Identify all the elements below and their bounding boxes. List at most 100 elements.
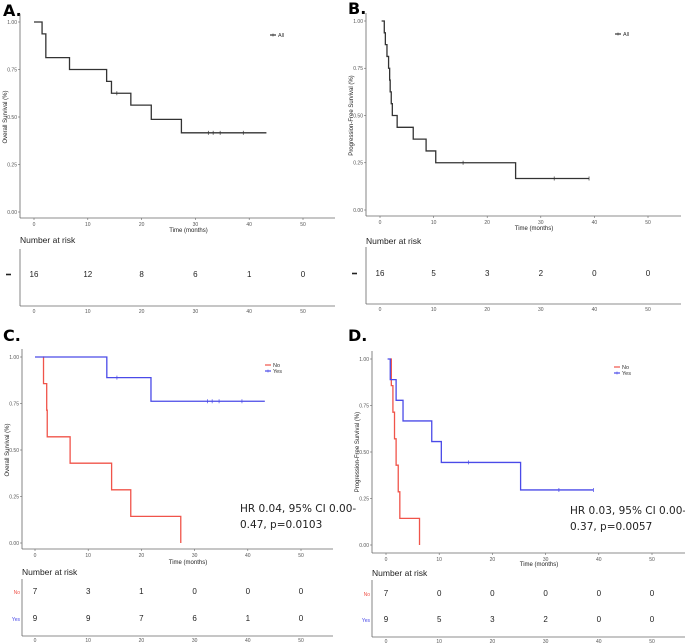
- x-axis-label: Time (months): [169, 228, 207, 234]
- risk-table-time-tick: 30: [192, 638, 198, 644]
- risk-count: 2: [539, 269, 544, 278]
- y-tick-label: 0.50: [353, 113, 363, 119]
- y-tick-label: 0.00: [9, 541, 19, 547]
- panel-label: B.: [348, 0, 366, 18]
- x-tick-label: 30: [192, 553, 198, 559]
- km-curve-yes: [387, 358, 594, 491]
- y-axis-label: Overall Survival (%): [5, 423, 11, 476]
- risk-count: 0: [650, 589, 655, 598]
- risk-count: 0: [301, 270, 306, 279]
- risk-table-time-tick: 0: [379, 307, 382, 313]
- risk-table-time-tick: 20: [484, 307, 490, 313]
- x-tick-label: 10: [431, 220, 437, 226]
- hazard-ratio-annotation: 0.47, p=0.0103: [240, 519, 322, 531]
- risk-count: 9: [86, 614, 91, 623]
- x-axis-label: Time (months): [515, 226, 553, 232]
- x-tick-label: 40: [592, 220, 598, 226]
- x-tick-label: 10: [85, 553, 91, 559]
- risk-count: 3: [485, 269, 490, 278]
- risk-count: 0: [543, 589, 548, 598]
- y-tick-label: 1.00: [9, 355, 19, 361]
- risk-count: 8: [139, 270, 144, 279]
- legend-label: All: [278, 33, 284, 39]
- x-tick-label: 30: [538, 220, 544, 226]
- km-curve-no: [42, 356, 182, 543]
- risk-count: 0: [592, 269, 597, 278]
- risk-table-time-tick: 30: [538, 307, 544, 313]
- y-axis-label: Progression-Free Survival (%): [355, 412, 361, 492]
- y-tick-label: 0.25: [9, 494, 19, 500]
- y-tick-label: 0.00: [353, 208, 363, 214]
- x-tick-label: 30: [543, 557, 549, 563]
- y-tick-label: 1.00: [7, 20, 17, 26]
- risk-count: 5: [431, 269, 436, 278]
- risk-count: 6: [192, 614, 197, 623]
- x-tick-label: 0: [34, 553, 37, 559]
- risk-count: 12: [83, 270, 92, 279]
- y-axis-label: Overall Survival (%): [3, 90, 9, 143]
- x-tick-label: 0: [385, 557, 388, 563]
- y-tick-label: 0.25: [7, 162, 17, 168]
- y-tick-label: 0.75: [7, 67, 17, 73]
- risk-table-time-tick: 40: [246, 309, 252, 315]
- risk-table-time-tick: 10: [85, 638, 91, 644]
- y-tick-label: 0.50: [359, 450, 369, 456]
- y-tick-label: 0.00: [359, 543, 369, 549]
- risk-count: 3: [490, 615, 495, 624]
- risk-count: 6: [193, 270, 198, 279]
- risk-count: 0: [597, 589, 602, 598]
- x-tick-label: 20: [139, 222, 145, 228]
- risk-count: 1: [139, 587, 144, 596]
- risk-count: 16: [376, 269, 385, 278]
- risk-count: 2: [543, 615, 548, 624]
- risk-count: 16: [30, 270, 39, 279]
- risk-table-time-tick: 30: [193, 309, 199, 315]
- x-tick-label: 50: [645, 220, 651, 226]
- risk-table-time-tick: 20: [139, 638, 145, 644]
- x-tick-label: 20: [139, 553, 145, 559]
- legend-label: Yes: [273, 369, 282, 375]
- legend-label: No: [622, 365, 629, 371]
- risk-count: 0: [646, 269, 651, 278]
- hazard-ratio-annotation: HR 0.04, 95% CI 0.00-: [240, 503, 356, 515]
- km-curve-all: [381, 20, 590, 180]
- hazard-ratio-annotation: 0.37, p=0.0057: [570, 521, 652, 533]
- risk-count: 0: [246, 587, 251, 596]
- risk-table-time-tick: 10: [436, 639, 442, 644]
- x-tick-label: 30: [193, 222, 199, 228]
- risk-table-title: Number at risk: [22, 567, 78, 577]
- km-curve-yes: [35, 356, 265, 402]
- risk-count: 1: [247, 270, 252, 279]
- risk-count: 0: [597, 615, 602, 624]
- y-tick-label: 0.25: [353, 161, 363, 167]
- km-curve-all: [34, 21, 267, 134]
- risk-count: 0: [490, 589, 495, 598]
- hazard-ratio-annotation: HR 0.03, 95% CI 0.00-: [570, 505, 685, 517]
- x-tick-label: 0: [33, 222, 36, 228]
- panel-label: D.: [348, 326, 367, 345]
- x-tick-label: 40: [245, 553, 251, 559]
- y-tick-label: 1.00: [359, 357, 369, 363]
- km-curve-no: [390, 358, 421, 545]
- x-tick-label: 20: [484, 220, 490, 226]
- risk-count: 7: [384, 589, 389, 598]
- risk-table-time-tick: 0: [34, 638, 37, 644]
- risk-count: 9: [33, 614, 38, 623]
- risk-table-time-tick: 40: [596, 639, 602, 644]
- panel-label: C.: [3, 326, 21, 345]
- x-tick-label: 40: [246, 222, 252, 228]
- risk-table-time-tick: 50: [645, 307, 651, 313]
- risk-table-time-tick: 40: [245, 638, 251, 644]
- risk-table-time-tick: 0: [385, 639, 388, 644]
- risk-table-time-tick: 20: [139, 309, 145, 315]
- risk-table-title: Number at risk: [366, 236, 422, 246]
- risk-table-time-tick: 40: [592, 307, 598, 313]
- x-tick-label: 20: [490, 557, 496, 563]
- x-tick-label: 50: [298, 553, 304, 559]
- legend-label: Yes: [622, 371, 631, 377]
- x-tick-label: 50: [300, 222, 306, 228]
- y-tick-label: 1.00: [353, 19, 363, 25]
- x-tick-label: 10: [436, 557, 442, 563]
